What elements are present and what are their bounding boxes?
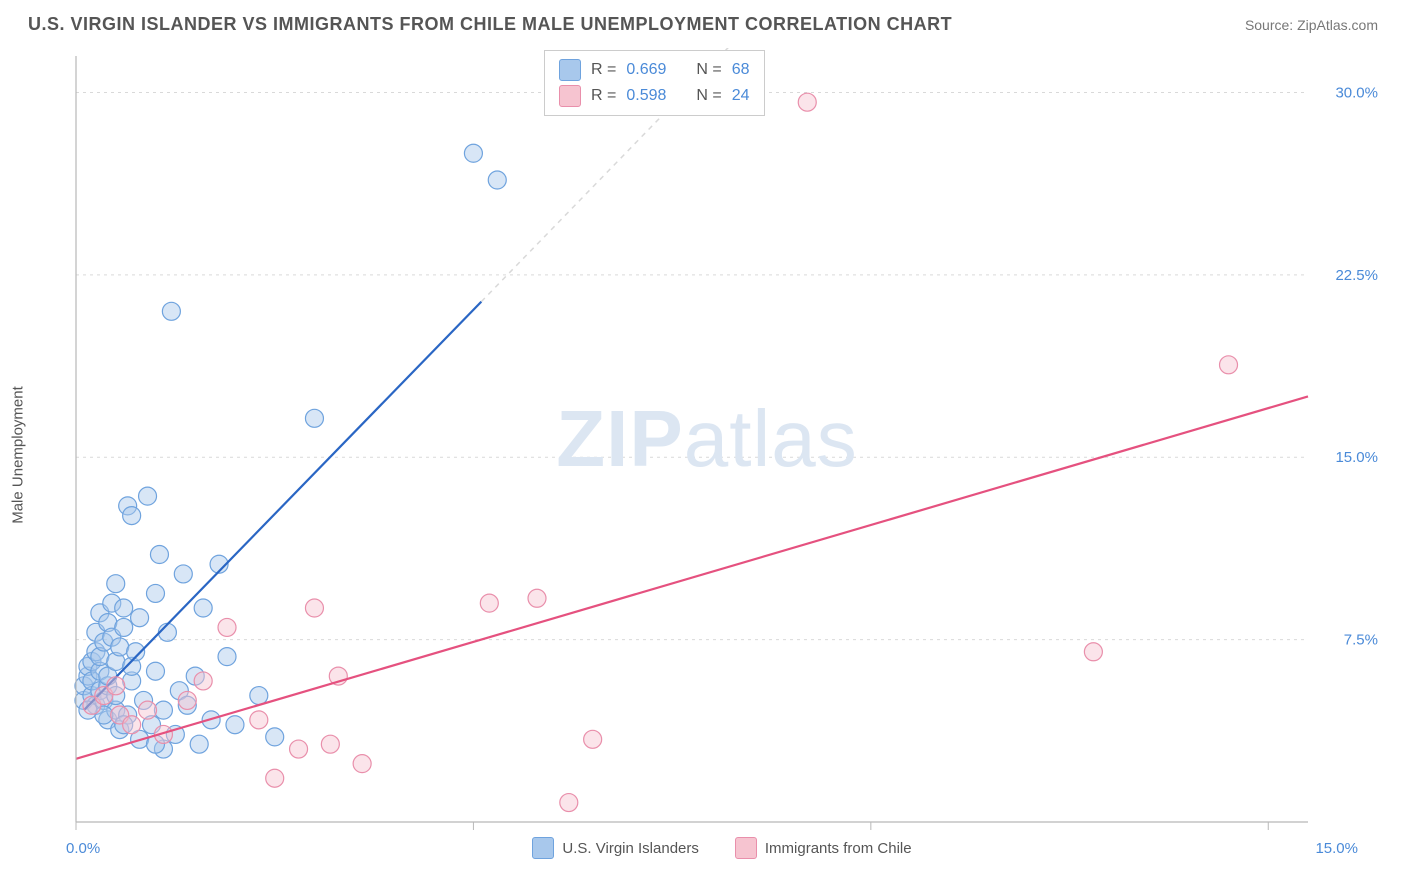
- legend-swatch: [532, 837, 554, 859]
- r-value: 0.598: [626, 83, 666, 109]
- stats-row: R = 0.598 N = 24: [559, 83, 750, 109]
- source-label: Source: ZipAtlas.com: [1245, 17, 1378, 33]
- stats-row: R = 0.669 N = 68: [559, 57, 750, 83]
- stats-swatch: [559, 59, 581, 81]
- svg-text:15.0%: 15.0%: [1335, 449, 1378, 466]
- chart-title: U.S. VIRGIN ISLANDER VS IMMIGRANTS FROM …: [28, 14, 952, 35]
- bottom-legend: 0.0% U.S. Virgin Islanders Immigrants fr…: [58, 834, 1386, 862]
- svg-text:7.5%: 7.5%: [1344, 632, 1378, 649]
- svg-text:22.5%: 22.5%: [1335, 267, 1378, 284]
- stats-swatch: [559, 85, 581, 107]
- r-label: R =: [591, 57, 616, 83]
- svg-text:30.0%: 30.0%: [1335, 84, 1378, 101]
- r-value: 0.669: [626, 57, 666, 83]
- y-axis-label: Male Unemployment: [10, 386, 27, 524]
- legend-swatch: [735, 837, 757, 859]
- n-value: 24: [732, 83, 750, 109]
- x-tick-label-right: 15.0%: [1315, 840, 1358, 857]
- legend-item: U.S. Virgin Islanders: [532, 837, 698, 859]
- legend-label: Immigrants from Chile: [765, 840, 912, 857]
- n-label: N =: [696, 57, 721, 83]
- x-tick-label-left: 0.0%: [66, 840, 100, 857]
- chart-area: Male Unemployment 7.5%15.0%22.5%30.0% ZI…: [28, 48, 1386, 862]
- scatter-plot: 7.5% 15.0% 22.5% 30.0%: [58, 48, 1386, 834]
- stats-legend-box: R = 0.669 N = 68 R = 0.598 N = 24: [544, 50, 765, 116]
- r-label: R =: [591, 83, 616, 109]
- n-label: N =: [696, 83, 721, 109]
- legend-item: Immigrants from Chile: [735, 837, 912, 859]
- n-value: 68: [732, 57, 750, 83]
- legend-label: U.S. Virgin Islanders: [562, 840, 698, 857]
- header: U.S. VIRGIN ISLANDER VS IMMIGRANTS FROM …: [0, 0, 1406, 45]
